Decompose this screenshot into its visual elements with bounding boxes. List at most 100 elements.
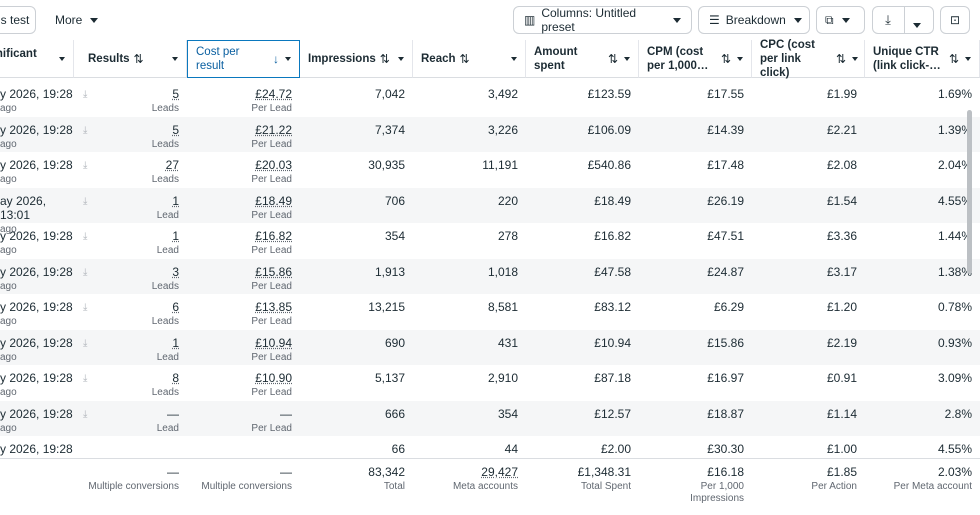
chevron-down-icon[interactable] [624,56,630,61]
sort-arrows-icon[interactable]: ⇅ [836,51,847,66]
download-icon[interactable]: ⤓ [83,124,88,136]
results-value[interactable]: 1 [172,229,179,243]
impressions-cell: 7,374 [300,117,413,152]
header-unique-ctr[interactable]: Unique CTR (link click-… ⇅ [865,40,980,78]
breakdown-button[interactable]: ☰ Breakdown [698,6,810,34]
sort-arrows-icon[interactable]: ⇅ [379,51,390,66]
last-edit-date: y 2026, 19:28 [0,335,73,350]
table-row[interactable]: ay 2026, 13:01 ago ⤓ 1 Lead £18.49 Per Lead 706… [0,187,980,235]
sort-arrows-icon[interactable]: ⇅ [133,51,144,66]
header-results[interactable]: Results ⇅ [74,40,187,78]
results-value[interactable]: 27 [165,158,179,172]
ctr-value: 0.93% [937,335,972,350]
sort-arrows-icon[interactable]: ⇅ [459,51,470,66]
results-value[interactable]: 8 [172,371,179,385]
total-value[interactable]: 29,427 [481,465,518,479]
results-value[interactable]: 5 [172,87,179,101]
table-row[interactable]: y 2026, 19:28 66 44 £2.00 £30.30 £1.00 4.55% [0,436,980,472]
download-icon[interactable]: ⤓ [83,231,88,242]
table-row[interactable]: y 2026, 19:28 ago ⤓ 27 Leads £20.03 Per Lead 30… [0,152,980,188]
download-icon[interactable]: ⤓ [83,160,88,171]
chevron-down-icon[interactable] [398,56,404,61]
results-value[interactable]: 5 [172,122,179,137]
sort-arrows-icon[interactable]: ⇅ [720,51,731,66]
header-impressions[interactable]: Impressions ⇅ [300,40,413,78]
breakdown-icon: ☰ [709,13,720,27]
results-value[interactable]: 6 [172,300,179,314]
export-dropdown[interactable] [909,17,921,31]
header-cpm[interactable]: CPM (cost per 1,000… ⇅ [639,40,752,78]
download-icon[interactable]: ⤓ [83,302,88,313]
table-row[interactable]: y 2026, 19:28 ago ⤓ 1 Lead £10.94 Per Lead 690 4… [0,329,980,365]
header-cpc[interactable]: CPC (cost per link click) ⇅ [752,39,865,79]
impressions-cell: 30,935 [300,152,413,187]
cpc-value: £2.08 [826,158,857,172]
download-icon[interactable]: ⤓ [83,408,88,420]
table-row[interactable]: y 2026, 19:28 ago ⤓ — Lead — Per Lead 666 354 £12… [0,400,980,436]
cost-per-result-value[interactable]: £15.86 [255,264,292,279]
download-icon[interactable]: ⤓ [83,89,88,100]
results-value[interactable]: 3 [172,264,179,279]
results-unit: Leads [151,316,179,327]
columns-button[interactable]: ▥ Columns: Untitled preset [513,6,692,34]
sort-arrows-icon[interactable]: ⇅ [948,51,959,66]
total-value: — [167,465,179,479]
table-row[interactable]: y 2026, 19:28 ago ⤓ 3 Leads £15.86 Per Lead 1,9… [0,258,980,294]
vertical-scrollbar[interactable] [967,110,972,274]
cpc-cell: £2.08 [752,152,865,187]
download-icon[interactable]: ⤓ [83,266,88,278]
cost-per-result-value[interactable]: £10.90 [255,371,292,385]
spent-value: £2.00 [600,442,631,456]
header-reach[interactable]: Reach ⇅ [413,40,526,78]
reach-value: 354 [497,406,518,421]
chevron-down-icon[interactable] [285,57,291,61]
cpm-cell: £17.55 [639,81,752,116]
chevron-down-icon[interactable] [172,56,178,61]
reach-value: 220 [497,193,518,208]
results-value[interactable]: — [167,406,179,421]
export-icon[interactable]: ⤓ [885,12,891,27]
reports-button[interactable]: ⧉ [816,6,865,34]
cpm-cell: £16.97 [639,365,752,400]
table-row[interactable]: y 2026, 19:28 ago ⤓ 1 Lead £16.82 Per Lead 354 2… [0,223,980,259]
cost-per-result-value[interactable]: £16.82 [255,229,292,243]
chevron-down-icon[interactable] [965,56,971,61]
header-significant[interactable]: Significant [0,40,74,78]
results-value[interactable]: 1 [172,193,179,208]
cpm-value: £17.55 [707,87,744,101]
cost-per-result-value[interactable]: £10.94 [255,335,292,350]
header-cost-per-result[interactable]: Cost per result ↓ [187,40,300,78]
sort-down-icon[interactable]: ↓ [273,52,279,66]
reach-value: 11,191 [482,158,518,172]
header-label: Results [88,52,130,65]
toolbar: s test More ▥ Columns: Untitled preset ☰… [0,0,980,40]
chevron-down-icon[interactable] [737,56,743,61]
chevron-down-icon[interactable] [59,56,65,61]
cost-per-result-value[interactable]: £18.49 [255,193,292,208]
table-row[interactable]: y 2026, 19:28 ago ⤓ 5 Leads £24.72 Per Lead 7,0… [0,81,980,117]
header-amount-spent[interactable]: Amount spent ⇅ [526,40,639,78]
reach-value: 1,018 [487,264,518,279]
more-button[interactable]: More [55,6,99,34]
results-value[interactable]: 1 [172,335,179,350]
header-label: Amount spent [534,45,578,72]
impressions-cell: 66 [300,436,413,471]
test-button[interactable]: s test [0,6,36,34]
cost-per-result-value[interactable]: £24.72 [255,87,292,101]
table-row[interactable]: y 2026, 19:28 ago ⤓ 6 Leads £13.85 Per Lead 13,… [0,294,980,330]
download-icon[interactable]: ⤓ [83,337,88,349]
last-edit-date: y 2026, 19:28 [0,122,73,137]
table-row[interactable]: y 2026, 19:28 ago ⤓ 5 Leads £21.22 Per Lead 7,3… [0,116,980,152]
table-row[interactable]: y 2026, 19:28 ago ⤓ 8 Leads £10.90 Per Lead 5,1… [0,365,980,401]
cost-per-result-value[interactable]: £21.22 [255,122,292,137]
chevron-down-icon[interactable] [511,56,517,61]
cost-per-result-value[interactable]: £13.85 [255,300,292,314]
cost-per-result-value[interactable]: £20.03 [255,158,292,172]
cost-per-result-value[interactable]: — [280,406,292,421]
download-icon[interactable]: ⤓ [83,195,88,207]
chevron-down-icon[interactable] [852,56,859,61]
reach-value: 3,226 [487,122,518,137]
download-icon[interactable]: ⤓ [83,373,88,384]
sort-arrows-icon[interactable]: ⇅ [607,51,618,66]
expand-button[interactable]: ⊡ [940,6,970,34]
